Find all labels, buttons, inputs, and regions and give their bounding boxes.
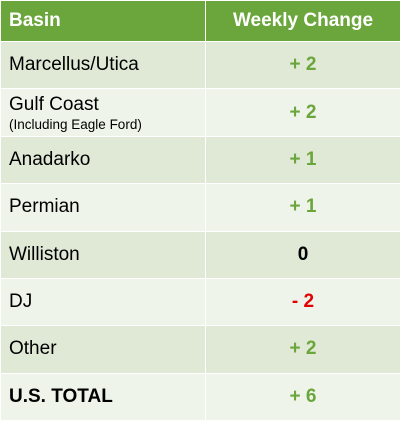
table-body: Marcellus/Utica + 2 Gulf Coast (Including E… <box>0 40 400 421</box>
basin-name: U.S. TOTAL <box>9 385 113 407</box>
table-row: Williston 0 <box>0 230 400 279</box>
change-cell: + 6 <box>205 372 400 421</box>
change-cell: + 2 <box>205 40 400 90</box>
change-cell: + 2 <box>205 325 400 374</box>
basin-cell: U.S. TOTAL <box>0 372 206 421</box>
basin-name: Permian <box>9 196 80 218</box>
basin-cell: Gulf Coast (Including Eagle Ford) <box>0 88 206 137</box>
table-row: Anadarko + 1 <box>0 135 400 185</box>
basin-name: DJ <box>9 291 33 313</box>
header-cell: Weekly Change <box>205 0 400 42</box>
change-cell: + 1 <box>205 183 400 232</box>
table-row: Marcellus/Utica + 2 <box>0 40 400 90</box>
table-row: U.S. TOTAL + 6 <box>0 372 400 421</box>
change-cell: + 2 <box>205 88 400 137</box>
basin-cell: Williston <box>0 230 206 279</box>
table-row: Other + 2 <box>0 325 400 374</box>
basin-name: Williston <box>9 243 80 265</box>
basin-cell: Anadarko <box>0 135 206 185</box>
basin-cell: Other <box>0 325 206 374</box>
basin-cell: DJ <box>0 277 206 327</box>
header-row: Basin Weekly Change <box>0 0 400 42</box>
basin-name: Gulf Coast <box>9 93 99 115</box>
basin-note: (Including Eagle Ford) <box>9 116 142 132</box>
table-row: Gulf Coast (Including Eagle Ford) + 2 <box>0 88 400 137</box>
change-cell: 0 <box>205 230 400 279</box>
change-cell: + 1 <box>205 135 400 185</box>
table-row: Permian + 1 <box>0 183 400 232</box>
basin-name: Other <box>9 338 57 360</box>
basin-name: Marcellus/Utica <box>9 54 139 76</box>
header-cell: Basin <box>0 0 206 42</box>
basin-cell: Marcellus/Utica <box>0 40 206 90</box>
basin-cell: Permian <box>0 183 206 232</box>
basin-name: Anadarko <box>9 148 91 170</box>
change-cell: - 2 <box>205 277 400 327</box>
table-row: DJ - 2 <box>0 277 400 327</box>
